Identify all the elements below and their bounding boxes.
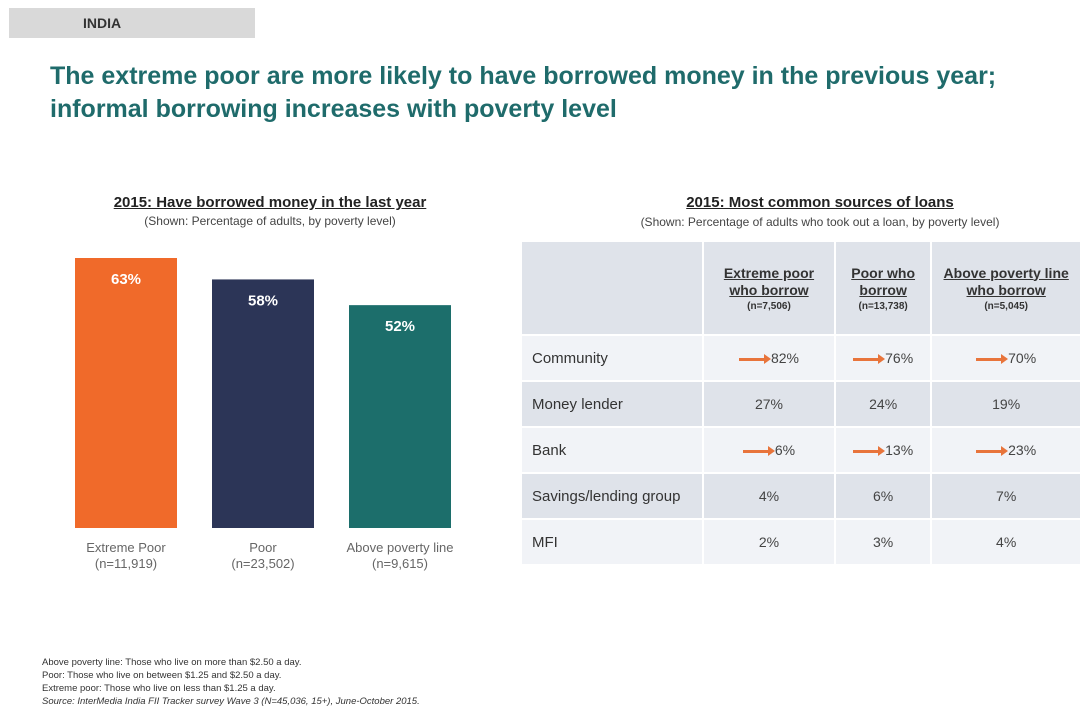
table-cell: 2% (704, 520, 834, 564)
category-n-label: (n=11,919) (95, 556, 157, 571)
table-subtitle: (Shown: Percentage of adults who took ou… (640, 215, 1000, 229)
column-header-above-poverty: Above poverty line who borrow (n=5,045) (932, 242, 1080, 334)
column-header-extreme-poor: Extreme poor who borrow (n=7,506) (704, 242, 834, 334)
cell-value: 7% (996, 488, 1017, 504)
arrow-right-icon (742, 445, 775, 456)
arrow-right-icon (853, 353, 886, 364)
table-cell: 7% (932, 474, 1080, 518)
category-label: Above poverty line (347, 540, 454, 555)
note-extreme-poor: Extreme poor: Those who live on less tha… (42, 683, 276, 694)
cell-value: 19% (992, 396, 1021, 412)
table-title: 2015: Most common sources of loans (686, 194, 954, 211)
arrow-right-icon (976, 353, 1009, 364)
chart-subtitle: (Shown: Percentage of adults, by poverty… (144, 214, 396, 228)
column-header-label: Extreme poor who borrow (723, 264, 815, 298)
footnotes: Above poverty line: Those who live on mo… (42, 656, 1042, 708)
note-poor: Poor: Those who live on between $1.25 an… (42, 670, 282, 681)
table-row: Savings/lending group 4% 6% 7% (522, 474, 1080, 518)
column-header-n: (n=5,045) (984, 300, 1028, 312)
table-cell: 82% (704, 336, 834, 380)
table-cell: 4% (704, 474, 834, 518)
cell-value: 6% (774, 442, 796, 458)
bar-value-label: 52% (385, 318, 415, 335)
table-cell: 27% (704, 382, 834, 426)
category-n-label: (n=23,502) (231, 556, 294, 571)
bar-2 (349, 305, 451, 528)
column-header-poor: Poor who borrow (n=13,738) (835, 242, 931, 334)
cell-value: 4% (996, 534, 1017, 550)
cell-value: 24% (869, 396, 898, 412)
row-source-label: Money lender (522, 382, 702, 426)
table-cell: 3% (835, 520, 931, 564)
table-row: Money lender 27% 24% 19% (522, 382, 1080, 426)
row-source-label: MFI (522, 520, 702, 564)
source-note: Source: InterMedia India FII Tracker sur… (42, 696, 420, 707)
chart-title: 2015: Have borrowed money in the last ye… (113, 194, 427, 211)
bar-1 (212, 279, 314, 528)
arrow-right-icon (976, 445, 1009, 456)
country-tag: INDIA (9, 8, 255, 38)
note-above-poverty: Above poverty line: Those who live on mo… (42, 657, 302, 668)
cell-value: 23% (1008, 442, 1037, 458)
cell-value: 6% (873, 488, 894, 504)
category-label: Extreme Poor (86, 540, 166, 555)
page-headline: The extreme poor are more likely to have… (50, 62, 997, 123)
table-row: Bank 6% 13% 23% (522, 428, 1080, 472)
row-source-label: Savings/lending group (522, 474, 702, 518)
row-source-label: Community (522, 336, 702, 380)
cell-value: 3% (873, 534, 894, 550)
cell-value: 27% (754, 396, 783, 412)
column-header-n: (n=13,738) (858, 300, 908, 312)
category-n-label: (n=9,615) (372, 556, 428, 571)
table-cell: 19% (932, 382, 1080, 426)
cell-value: 2% (758, 534, 780, 550)
table-corner-cell (522, 242, 702, 334)
row-source-label: Bank (522, 428, 702, 472)
bar-0 (75, 258, 177, 528)
table-cell: 6% (704, 428, 834, 472)
column-header-n: (n=7,506) (747, 300, 791, 312)
table-cell: 4% (932, 520, 1080, 564)
bar-chart: 63% Extreme Poor(n=11,919) 58% Poor(n=23,50… (75, 258, 454, 571)
cell-value: 70% (1008, 350, 1037, 366)
table-cell: 24% (835, 382, 931, 426)
category-label: Poor (249, 540, 277, 555)
column-header-label: Above poverty line who borrow (943, 264, 1069, 298)
cell-value: 13% (885, 442, 914, 458)
cell-value: 4% (758, 488, 780, 504)
column-header-label: Poor who borrow (851, 264, 916, 298)
bar-value-label: 58% (248, 292, 278, 309)
arrow-right-icon (853, 445, 886, 456)
cell-value: 76% (885, 350, 914, 366)
table-cell: 70% (932, 336, 1080, 380)
table-row: Community 82% 76% 70% (522, 336, 1080, 380)
table-cell: 23% (932, 428, 1080, 472)
arrow-right-icon (738, 353, 771, 364)
table-cell: 76% (835, 336, 931, 380)
bar-value-label: 63% (111, 271, 141, 288)
cell-value: 82% (770, 350, 799, 366)
loan-sources-table: Extreme poor who borrow (n=7,506) Poor w… (520, 240, 1082, 566)
table-row: MFI 2% 3% 4% (522, 520, 1080, 564)
table-cell: 13% (835, 428, 931, 472)
table-cell: 6% (835, 474, 931, 518)
